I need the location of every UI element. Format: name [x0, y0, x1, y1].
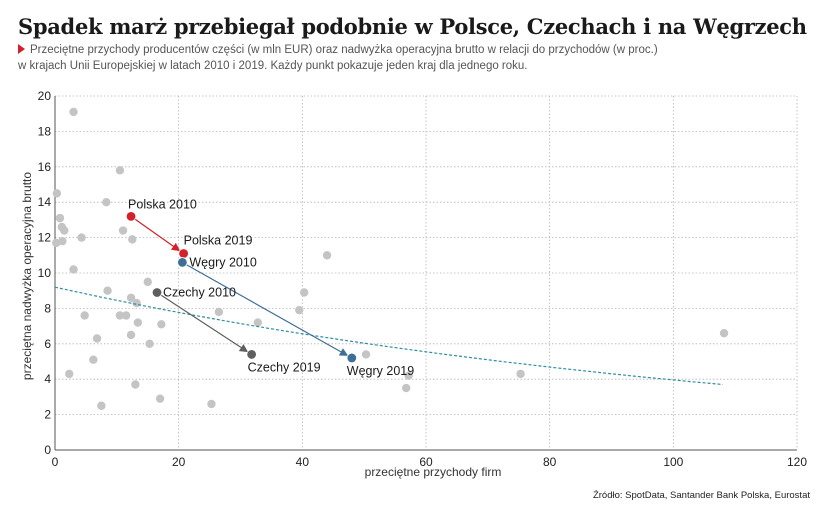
data-point: [55, 213, 65, 223]
polska-to-point: [178, 248, 189, 259]
data-point: [128, 235, 137, 244]
polska-from-point: [125, 211, 137, 222]
data-point: [361, 350, 371, 359]
data-point: [157, 320, 166, 329]
węgry-arrow: [186, 264, 349, 357]
x-tick-label: 20: [172, 455, 186, 469]
y-tick-label: 4: [44, 372, 51, 386]
y-tick-label: 10: [38, 266, 52, 280]
data-point: [207, 399, 216, 409]
data-point: [214, 307, 224, 317]
y-tick-label: 18: [38, 124, 52, 138]
data-point: [69, 107, 78, 117]
data-point: [133, 318, 143, 327]
data-point: [103, 286, 112, 295]
data-point: [102, 198, 111, 207]
data-point: [92, 334, 102, 343]
data-point: [77, 233, 86, 242]
y-tick-label: 0: [44, 443, 51, 457]
x-tick-label: 0: [52, 455, 59, 469]
data-point: [131, 380, 140, 389]
x-tick-label: 60: [419, 455, 433, 469]
chart-subtitle: Przeciętne przychody producentów części …: [18, 42, 818, 74]
data-point: [89, 355, 98, 364]
data-point: [115, 166, 125, 175]
data-point: [253, 318, 263, 327]
data-point: [65, 369, 74, 379]
data-point: [58, 236, 67, 246]
y-tick-label: 16: [38, 160, 52, 174]
data-point: [145, 339, 154, 348]
data-point: [121, 311, 131, 320]
data-point: [52, 189, 62, 198]
data-point: [126, 293, 136, 302]
data-point: [402, 383, 411, 393]
source-note: Źródło: SpotData, Santander Bank Polska,…: [592, 490, 810, 501]
czechy-to-point: [246, 349, 257, 360]
point-label: Węgry 2019: [347, 364, 414, 378]
y-tick-label: 6: [44, 337, 51, 351]
data-point: [719, 328, 729, 338]
data-point: [60, 226, 69, 235]
x-tick-label: 80: [543, 455, 557, 469]
x-tick-label: 100: [663, 455, 683, 469]
point-label: Czechy 2019: [248, 360, 321, 374]
data-point: [126, 330, 136, 340]
data-point: [155, 394, 165, 403]
x-tick-label: 120: [787, 455, 807, 469]
y-tick-label: 2: [44, 408, 51, 422]
subtitle-line-2: w krajach Unii Europejskiej w latach 201…: [18, 60, 528, 72]
point-label: Polska 2010: [128, 197, 197, 211]
data-point: [299, 288, 309, 297]
y-axis-label: przeciętna nadwyżka operacyjna brutto: [20, 172, 34, 380]
point-label: Polska 2019: [184, 234, 253, 248]
y-tick-label: 20: [38, 89, 52, 103]
węgry-to-point: [346, 352, 358, 364]
data-point: [404, 371, 413, 380]
data-point: [115, 311, 125, 320]
data-point: [295, 305, 304, 315]
data-point: [69, 265, 78, 274]
point-label: Węgry 2010: [189, 255, 256, 269]
węgry-from-point: [177, 257, 188, 268]
data-point: [132, 298, 141, 308]
czechy-arrow: [160, 294, 249, 353]
data-point: [516, 369, 525, 379]
data-point: [322, 251, 332, 260]
x-axis-label: przeciętne przychody firm: [365, 465, 502, 479]
data-point: [80, 311, 89, 320]
y-tick-label: 12: [38, 231, 52, 245]
y-tick-label: 14: [38, 195, 52, 209]
page-title: Spadek marż przebiegał podobnie w Polsce…: [18, 14, 807, 39]
subtitle-line-1: Przeciętne przychody producentów części …: [30, 44, 658, 56]
x-tick-label: 40: [296, 455, 310, 469]
polska-arrow: [134, 218, 181, 252]
triangle-marker-icon: [18, 44, 25, 54]
data-point: [118, 226, 128, 235]
data-point: [97, 401, 106, 410]
y-tick-label: 8: [44, 301, 51, 315]
data-point: [143, 277, 152, 287]
czechy-from-point: [151, 287, 163, 298]
point-label: Czechy 2010: [163, 285, 236, 299]
